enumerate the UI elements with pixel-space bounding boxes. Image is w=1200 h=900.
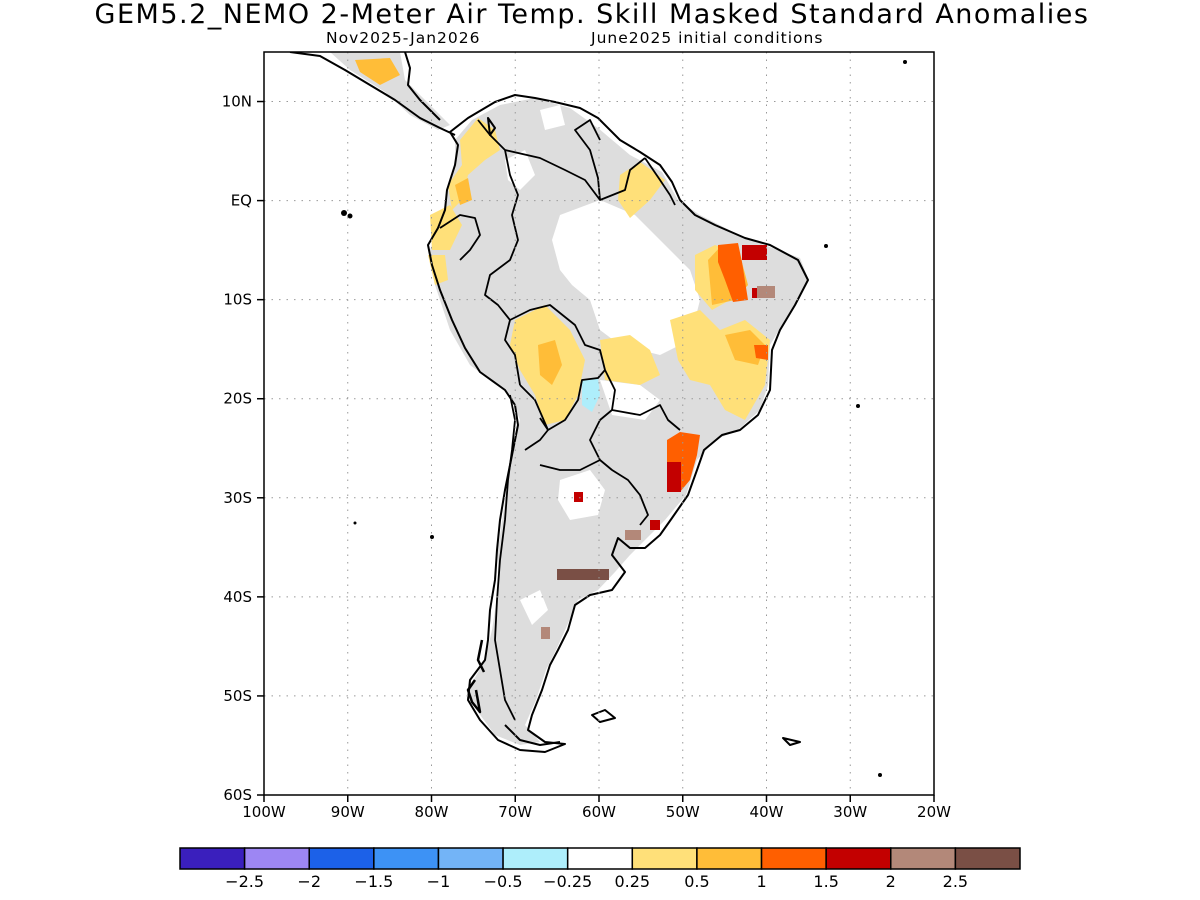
anomaly-neg-0.25-chaco: [582, 378, 600, 412]
near-normal-north: [540, 105, 565, 130]
near-normal-patagonia: [520, 590, 548, 625]
anomaly-0.5-bolivia: [538, 340, 562, 385]
anomaly-1.5-ceara: [742, 245, 767, 260]
colorbar-label: 1.5: [813, 872, 838, 891]
colorbar-swatch: [696, 847, 763, 870]
lat-tick-label: 20S: [223, 390, 252, 408]
colorbar-label: −0.25: [543, 872, 592, 891]
colorbar-swatch: [954, 847, 1021, 870]
colorbar-label: 0.25: [614, 872, 650, 891]
south-georgia: [782, 737, 801, 746]
colorbar-swatch: [179, 847, 246, 870]
colorbar-swatch: [373, 847, 440, 870]
lon-tick-label: 50W: [666, 803, 700, 821]
juan-fernandez-island: [430, 535, 434, 539]
colorbar-swatch: [437, 847, 504, 870]
atlantic-islet: [903, 60, 907, 64]
galapagos-islands: [341, 210, 347, 216]
anomaly-0.5-colombia: [455, 178, 472, 205]
colorbar-label: −2: [297, 872, 321, 891]
colorbar-swatch: [308, 847, 375, 870]
colorbar-label: 2.5: [943, 872, 968, 891]
lon-tick-label: 100W: [242, 803, 286, 821]
south-sandwich-islands: [878, 773, 882, 777]
initial-conditions-label: June2025 initial conditions: [591, 29, 824, 47]
lat-tick-label: 30S: [223, 489, 252, 507]
tierra-del-fuego: [504, 724, 561, 746]
colorbar-swatch: [890, 847, 957, 870]
anomaly-1.5-paraiba: [752, 288, 760, 298]
lat-tick-label: 10N: [222, 93, 252, 111]
colorbar-label: −0.5: [484, 872, 523, 891]
anomaly-1.5-cordoba: [574, 492, 583, 502]
latitude-axis: 10N EQ 10S 20S 30S 40S 50S 60S: [222, 93, 264, 804]
colorbar-label: 1: [756, 872, 766, 891]
galapagos-islands-2: [347, 213, 353, 219]
anomaly-0.25-peru-coast: [428, 255, 448, 285]
lon-tick-label: 90W: [331, 803, 365, 821]
colorbar-swatch: [825, 847, 892, 870]
colorbar-label: −2.5: [225, 872, 264, 891]
colorbar-swatch: [243, 847, 310, 870]
land-anomaly-shading: [330, 52, 808, 745]
trindade-island: [856, 404, 860, 408]
anomaly-0.25-guiana: [618, 162, 665, 218]
anomaly-1-northeast: [718, 243, 748, 302]
lon-tick-label: 70W: [498, 803, 532, 821]
anomaly-0.25-mato-grosso: [600, 335, 660, 385]
map-content: [264, 52, 934, 795]
anomaly-0.5-bahia: [725, 330, 765, 365]
colorbar-label: 2: [886, 872, 896, 891]
lon-tick-label: 30W: [833, 803, 867, 821]
near-normal-amazon: [552, 200, 700, 355]
anomaly-1.5-sc: [650, 520, 660, 530]
colorbar-label: −1: [427, 872, 451, 891]
lat-tick-label: 50S: [223, 687, 252, 705]
lat-tick-label: 10S: [223, 291, 252, 309]
anomaly-1.5-parana: [667, 462, 681, 492]
lat-tick-label: 60S: [223, 786, 252, 804]
lat-tick-label: 40S: [223, 588, 252, 606]
valid-period-label: Nov2025-Jan2026: [326, 29, 481, 47]
lake-maracaibo: [487, 117, 496, 136]
colorbar-label: −1.5: [354, 872, 393, 891]
san-felix-island: [353, 521, 357, 525]
colorbar-swatch: [502, 847, 569, 870]
lon-tick-label: 20W: [917, 803, 951, 821]
colorbar-swatch: [760, 847, 827, 870]
colorbar-label: 0.5: [684, 872, 709, 891]
anomaly-1-bahia: [754, 345, 768, 360]
central-america-coastline: [289, 52, 456, 136]
anomaly-0.25-ecuador: [430, 205, 462, 250]
colorbar-swatch: [566, 847, 634, 870]
lon-tick-label: 60W: [582, 803, 616, 821]
coastlines-and-borders: [289, 52, 809, 753]
lat-tick-label: EQ: [231, 192, 252, 210]
chile-fjords: [466, 639, 486, 714]
lon-tick-label: 40W: [750, 803, 784, 821]
anomaly-2.5-pampas: [557, 569, 609, 580]
fernando-de-noronha: [824, 244, 828, 248]
lon-tick-label: 80W: [415, 803, 449, 821]
colorbar-swatch: [631, 847, 698, 870]
longitude-axis: 100W 90W 80W 70W 60W 50W 40W 30W 20W: [242, 795, 951, 821]
anomaly-2-patagonia: [541, 627, 550, 639]
country-borders: [439, 119, 681, 721]
colorbar-legend: −2.5 −2 −1.5 −1 −0.5 −0.25 0.25 0.5 1 1.5 2 2.5: [179, 847, 1021, 891]
falkland-islands: [591, 709, 616, 723]
offshore-islands: [341, 60, 907, 777]
anomaly-0.5-central-america: [355, 58, 400, 85]
map-title: GEM5.2_NEMO 2-Meter Air Temp. Skill Mask…: [94, 0, 1090, 30]
anomaly-2-uruguay: [625, 530, 641, 540]
